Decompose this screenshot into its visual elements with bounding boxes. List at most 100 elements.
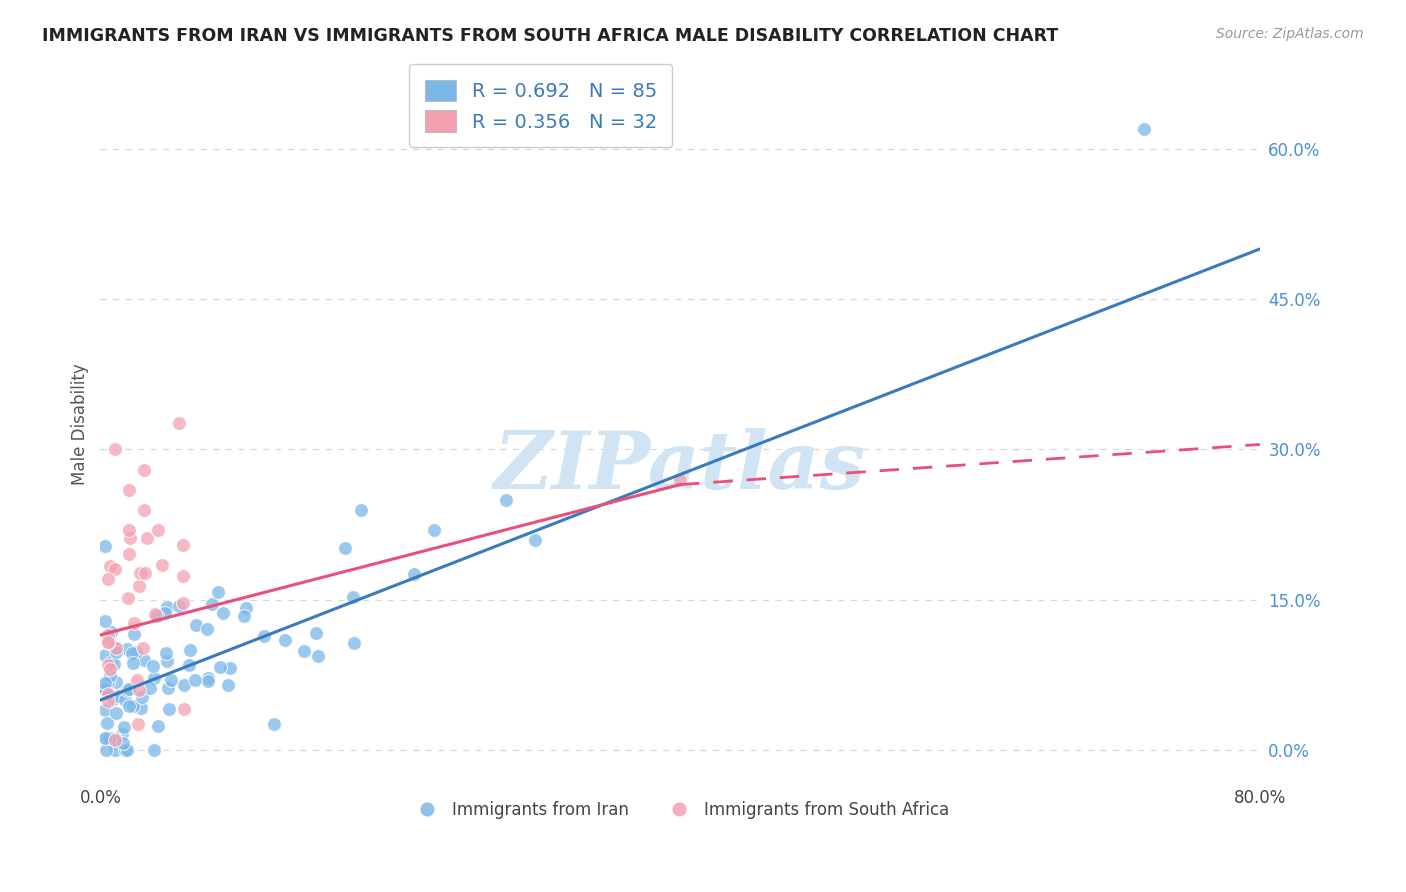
Point	[93, 539, 115, 553]
Point	[96, 716, 118, 731]
Point	[148, 523, 170, 537]
Point	[112, 736, 135, 750]
Point	[115, 743, 138, 757]
Point	[156, 599, 179, 614]
Point	[155, 606, 177, 620]
Point	[127, 717, 149, 731]
Point	[233, 609, 256, 624]
Point	[142, 743, 165, 757]
Point	[93, 615, 115, 629]
Point	[524, 533, 547, 547]
Point	[118, 682, 141, 697]
Point	[172, 569, 194, 583]
Point	[173, 702, 195, 716]
Point	[105, 675, 128, 690]
Point	[97, 693, 120, 707]
Point	[104, 743, 127, 757]
Point	[97, 687, 120, 701]
Point	[114, 693, 136, 707]
Point	[157, 702, 180, 716]
Point	[235, 600, 257, 615]
Point	[143, 671, 166, 685]
Point	[207, 584, 229, 599]
Point	[128, 683, 150, 698]
Point	[107, 689, 129, 703]
Point	[211, 606, 233, 620]
Point	[103, 657, 125, 672]
Point	[93, 648, 115, 662]
Point	[98, 661, 121, 675]
Point	[100, 559, 122, 574]
Point	[143, 607, 166, 621]
Point	[97, 634, 120, 648]
Point	[94, 731, 117, 746]
Point	[97, 628, 120, 642]
Point	[125, 673, 148, 687]
Point	[150, 558, 173, 572]
Point	[146, 719, 169, 733]
Point	[131, 701, 153, 715]
Point	[169, 416, 191, 430]
Point	[97, 572, 120, 586]
Point	[132, 640, 155, 655]
Point	[155, 646, 177, 660]
Point	[343, 636, 366, 650]
Point	[104, 733, 127, 747]
Point	[115, 642, 138, 657]
Point	[495, 492, 517, 507]
Point	[125, 645, 148, 659]
Point	[104, 562, 127, 576]
Point	[94, 743, 117, 757]
Point	[308, 648, 330, 663]
Point	[136, 531, 159, 545]
Point	[197, 671, 219, 685]
Point	[184, 618, 207, 632]
Point	[111, 727, 134, 741]
Point	[160, 673, 183, 687]
Point	[274, 632, 297, 647]
Point	[118, 531, 141, 545]
Point	[122, 616, 145, 631]
Point	[93, 683, 115, 698]
Point	[97, 674, 120, 689]
Point	[209, 659, 232, 673]
Point	[97, 636, 120, 650]
Point	[134, 653, 156, 667]
Point	[100, 625, 122, 640]
Point	[93, 676, 115, 690]
Point	[124, 626, 146, 640]
Point	[132, 502, 155, 516]
Point	[114, 743, 136, 757]
Point	[263, 716, 285, 731]
Text: ZIPatlas: ZIPatlas	[494, 428, 866, 506]
Point	[105, 645, 128, 659]
Point	[167, 599, 190, 614]
Point	[333, 541, 356, 555]
Point	[350, 502, 373, 516]
Point	[94, 703, 117, 717]
Point	[134, 566, 156, 581]
Point	[305, 625, 328, 640]
Point	[121, 657, 143, 671]
Point	[146, 608, 169, 623]
Point	[184, 673, 207, 687]
Point	[94, 731, 117, 745]
Point	[218, 661, 240, 675]
Legend: Immigrants from Iran, Immigrants from South Africa: Immigrants from Iran, Immigrants from So…	[404, 794, 956, 825]
Point	[93, 681, 115, 696]
Point	[157, 681, 180, 695]
Point	[252, 629, 274, 643]
Point	[98, 731, 121, 745]
Text: IMMIGRANTS FROM IRAN VS IMMIGRANTS FROM SOUTH AFRICA MALE DISABILITY CORRELATION: IMMIGRANTS FROM IRAN VS IMMIGRANTS FROM …	[42, 27, 1059, 45]
Point	[179, 658, 201, 673]
Point	[128, 566, 150, 580]
Point	[197, 673, 219, 688]
Point	[173, 678, 195, 692]
Point	[201, 598, 224, 612]
Point	[139, 681, 162, 696]
Point	[104, 640, 127, 655]
Point	[422, 523, 444, 537]
Point	[98, 669, 121, 683]
Point	[100, 656, 122, 670]
Point	[292, 644, 315, 658]
